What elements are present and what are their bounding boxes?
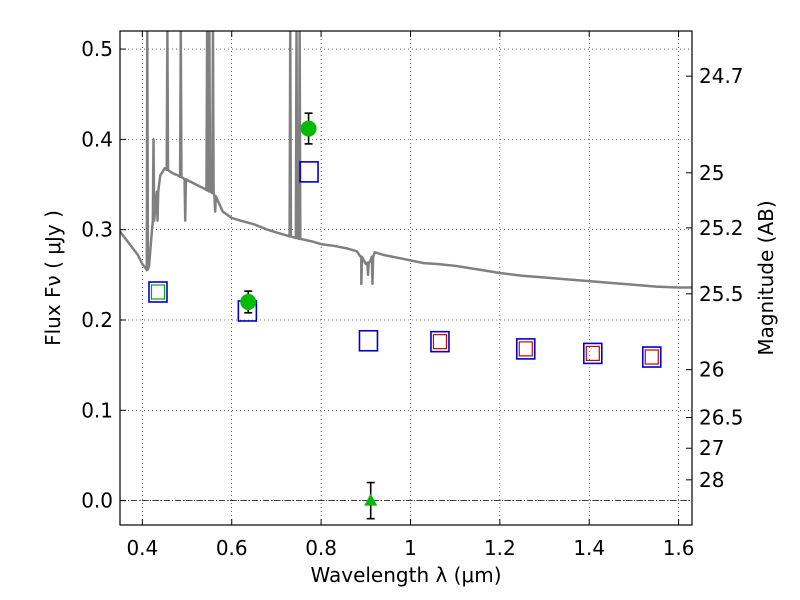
model-box-inner-marker (432, 334, 448, 350)
x-tick-label: 1.4 (573, 536, 605, 560)
y-axis-title: Flux Fν ( μJy ) (41, 210, 65, 346)
x-tick-label: 1.2 (484, 536, 516, 560)
model-box-marker (582, 342, 603, 365)
model-box-marker (430, 330, 450, 353)
model-box-marker (299, 161, 319, 183)
spectrum-layer (120, 31, 692, 289)
model-box-inner-marker (518, 341, 533, 357)
model-box-marker (358, 329, 379, 352)
x-tick-label: 1.6 (663, 536, 695, 560)
y2-tick-label: 26.5 (699, 406, 744, 430)
y2-axis-title: Magnitude (AB) (754, 200, 778, 355)
y-tick-label: 0.1 (81, 398, 113, 422)
model-box-marker (515, 338, 536, 360)
y2-tick-label: 28 (699, 468, 724, 492)
y-tick-label: 0.5 (81, 37, 113, 61)
y2-tick-label: 26 (699, 358, 724, 382)
observed-point-layer (240, 112, 378, 520)
model-box-inner-marker (585, 345, 600, 362)
model-box-inner-marker (644, 349, 659, 365)
y-tick-label: 0.4 (81, 127, 113, 151)
y-tick-label: 0.0 (81, 489, 113, 513)
y-tick-label: 0.3 (81, 218, 113, 242)
y-tick-label: 0.2 (81, 308, 113, 332)
upper-limit-point (364, 493, 378, 506)
y2-tick-label: 27 (699, 436, 724, 460)
model-box-marker (641, 346, 662, 368)
observed-point (240, 293, 257, 310)
model-box-marker (148, 281, 168, 303)
plot-frame (119, 30, 693, 526)
x-tick-label: 0.8 (305, 536, 337, 560)
x-tick-label: 0.6 (216, 536, 248, 560)
tick-layer: 0.4 0.6 0.8 1 1.2 1.4 1.6 0.0 0.1 0.2 0.3 0.4 0.5 24.… (81, 31, 744, 560)
y2-tick-label: 25.5 (699, 282, 744, 306)
plot-area (120, 31, 692, 525)
spectrum-line (120, 31, 692, 289)
y2-tick-label: 24.7 (699, 64, 744, 88)
y2-tick-label: 25.2 (699, 216, 744, 240)
observed-point (300, 120, 317, 137)
x-tick-label: 0.4 (126, 536, 158, 560)
y2-tick-label: 25 (699, 161, 724, 185)
model-box-inner-marker (150, 284, 166, 300)
x-tick-label: 1 (404, 536, 417, 560)
x-axis-title: Wavelength λ (μm) (310, 563, 501, 587)
